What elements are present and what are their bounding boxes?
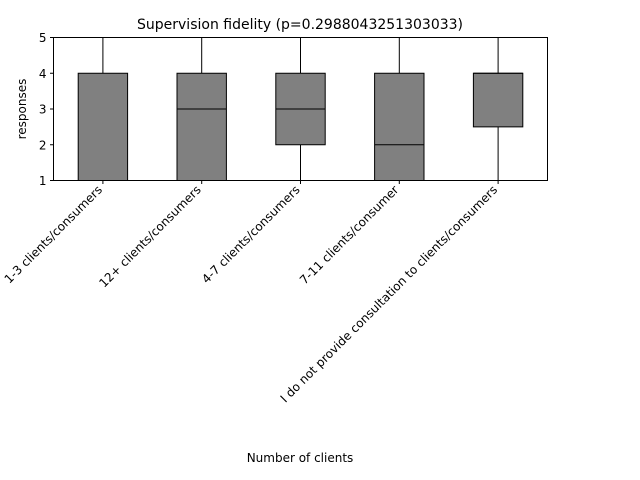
x-axis-label: Number of clients: [247, 451, 354, 465]
y-tick-label: 4: [39, 67, 47, 81]
box: [176, 72, 227, 181]
y-axis-label: responses: [15, 79, 29, 140]
x-tick-label: I do not provide consultation to clients…: [278, 183, 501, 406]
x-tick-label: 1-3 clients/consumers: [2, 183, 105, 286]
y-tick-label: 1: [39, 174, 47, 188]
chart-title: Supervision fidelity (p=0.29880432513030…: [137, 17, 463, 33]
box: [77, 72, 129, 181]
plot-frame: [53, 37, 548, 181]
x-tick-label: 4-7 clients/consumers: [199, 183, 302, 286]
x-tick-label: 12+ clients/consumers: [96, 183, 204, 291]
box: [374, 72, 425, 181]
box: [472, 72, 524, 128]
y-tick-label: 3: [39, 103, 47, 117]
x-tick-label: 7-11 clients/consumer: [297, 183, 401, 287]
y-tick-label: 5: [39, 31, 47, 45]
y-tick-label: 2: [39, 138, 47, 152]
